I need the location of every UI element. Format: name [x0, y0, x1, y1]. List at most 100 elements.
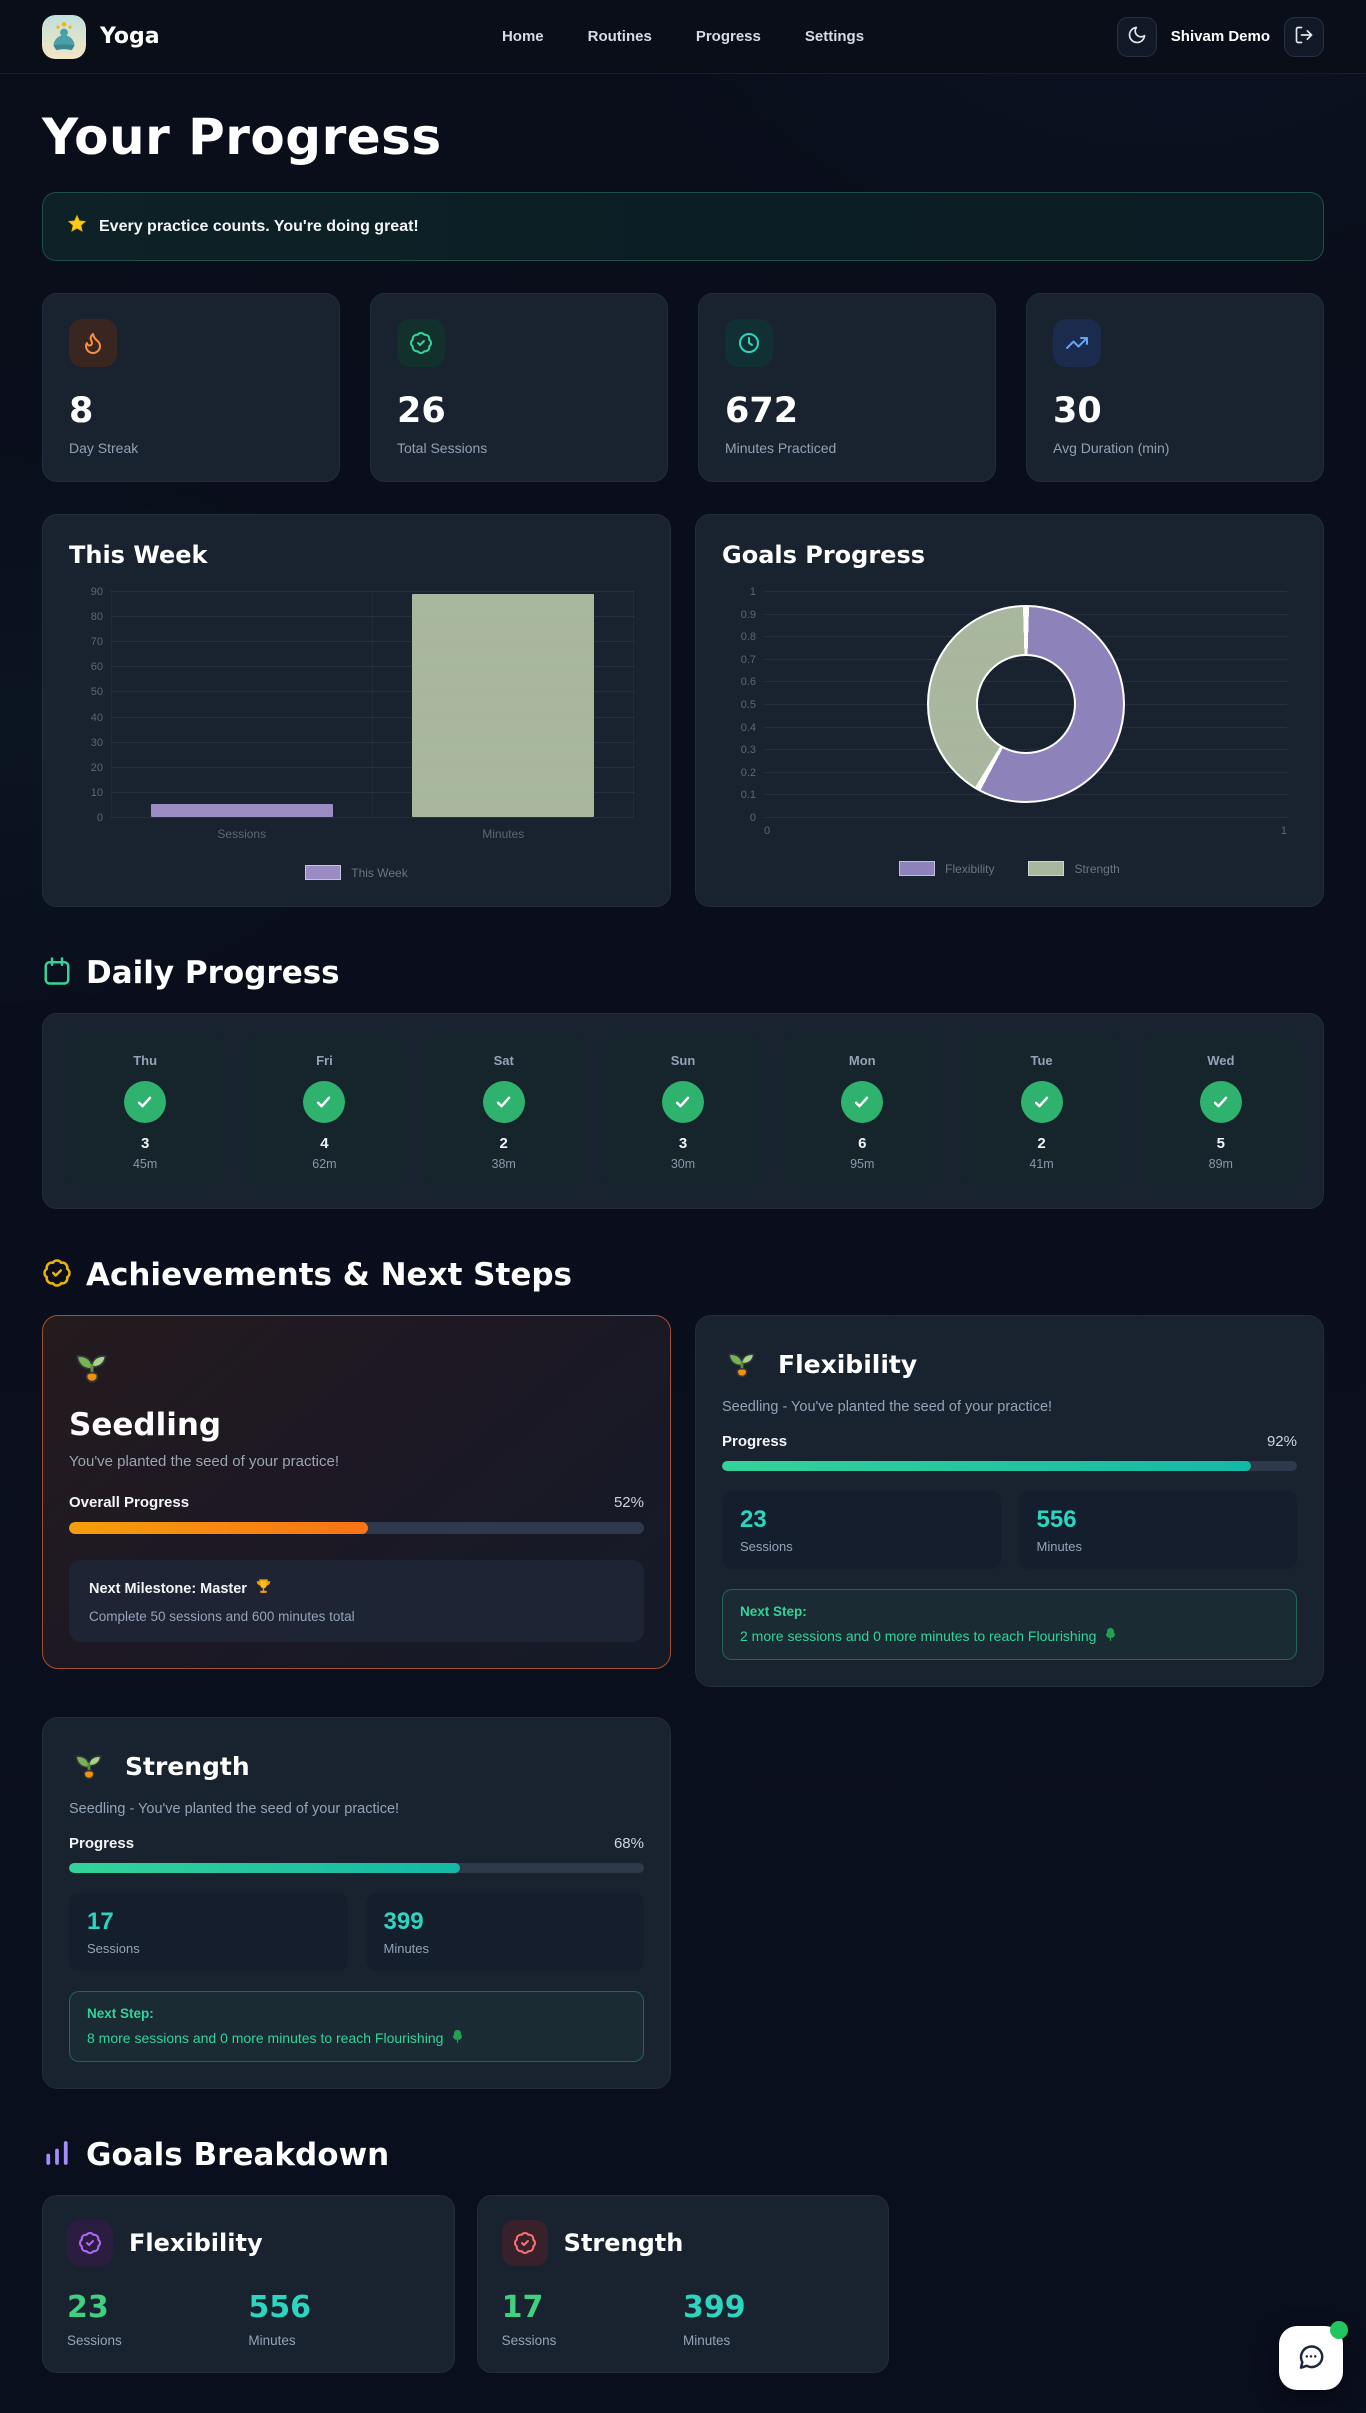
- award-badge-icon: [42, 1258, 72, 1293]
- star-icon: [67, 214, 87, 239]
- goal-subtitle: Seedling - You've planted the seed of yo…: [69, 1801, 400, 1817]
- theme-toggle-button[interactable]: [1116, 16, 1157, 57]
- y-axis-tick: 0.3: [740, 744, 756, 757]
- achievement-title: Seedling: [69, 1407, 222, 1443]
- seedling-icon: [69, 1744, 109, 1789]
- milestone-box: Next Milestone: Master Complete 50 sessi…: [69, 1560, 644, 1642]
- progress-label: Overall Progress: [69, 1494, 190, 1511]
- brand[interactable]: Yoga: [42, 14, 160, 59]
- page-title: Your Progress: [42, 108, 442, 166]
- check-circle-icon: [303, 1081, 346, 1123]
- badge-check-icon: [397, 319, 445, 367]
- legend-swatch: [305, 865, 342, 880]
- day-minutes: 38m: [491, 1157, 516, 1171]
- milestone-desc: Complete 50 sessions and 600 minutes tot…: [89, 1609, 355, 1624]
- minutes-stat: 399 Minutes: [365, 1893, 644, 1971]
- day-card: Wed 5 89m: [1140, 1036, 1301, 1186]
- stat-value: 672: [725, 391, 799, 431]
- day-sessions: 2: [499, 1135, 508, 1152]
- y-axis-tick: 20: [90, 761, 103, 774]
- y-axis-tick: 0.8: [740, 631, 756, 644]
- logout-button[interactable]: [1284, 16, 1324, 57]
- next-step-label: Next Step:: [740, 1604, 807, 1619]
- minutes-value: 556: [1036, 1506, 1077, 1533]
- day-sessions: 5: [1216, 1135, 1225, 1152]
- progress-label: Progress: [722, 1433, 788, 1450]
- day-minutes: 62m: [312, 1157, 337, 1171]
- yoga-logo-icon: [42, 14, 86, 59]
- achievements-grid: Seedling You've planted the seed of your…: [42, 1315, 1324, 2089]
- nav-link[interactable]: Progress: [695, 28, 761, 45]
- chart-legend: This Week: [69, 865, 644, 880]
- legend-swatch: [899, 861, 936, 876]
- day-minutes: 41m: [1029, 1157, 1054, 1171]
- day-minutes: 95m: [850, 1157, 875, 1171]
- progress-percent: 68%: [613, 1835, 644, 1852]
- x-axis-tick: 0: [764, 825, 771, 837]
- day-sessions: 6: [858, 1135, 867, 1152]
- day-sessions: 4: [320, 1135, 329, 1152]
- stat-card-total-sessions: 26 Total Sessions: [370, 293, 668, 482]
- nav-right: Shivam Demo: [1116, 16, 1324, 57]
- x-axis-labels: 0 1: [764, 825, 1287, 837]
- minutes-stat: 556 Minutes: [248, 2290, 429, 2348]
- day-card: Thu 3 45m: [65, 1036, 226, 1186]
- breakdown-header: Strength: [501, 2220, 865, 2266]
- next-step-box: Next Step: 2 more sessions and 0 more mi…: [722, 1589, 1297, 1660]
- sessions-stat: 23 Sessions: [722, 1491, 1001, 1569]
- stat-value: 26: [397, 391, 446, 431]
- top-nav: Yoga Home Routines Progress Settings Shivam…: [0, 0, 1366, 74]
- chat-button[interactable]: [1279, 2321, 1348, 2390]
- next-step-text: 8 more sessions and 0 more minutes to re…: [87, 2029, 626, 2047]
- goal-title: Flexibility: [778, 1350, 918, 1379]
- stat-card-avg-duration: 30 Avg Duration (min): [1026, 293, 1324, 482]
- day-card: Mon 6 95m: [782, 1036, 943, 1186]
- progress-track: [722, 1461, 1297, 1471]
- bar-chart: 90 80 70 60 50 40 30 20 10 0: [91, 586, 634, 824]
- goal-title: Strength: [125, 1752, 250, 1781]
- y-axis-tick: 50: [90, 686, 103, 699]
- stat-label: Minutes Practiced: [725, 440, 837, 456]
- goal-stats: 17 Sessions 399 Minutes: [69, 1893, 644, 1971]
- section-title: Daily Progress: [86, 955, 340, 991]
- y-axis-tick: 80: [90, 611, 103, 624]
- sessions-stat: 23 Sessions: [67, 2290, 248, 2348]
- progress-fill: [722, 1461, 1251, 1471]
- y-axis-tick: 0: [749, 812, 756, 824]
- breakdown-stats: 23 Sessions 556 Minutes: [67, 2290, 430, 2348]
- progress-fill: [69, 1863, 460, 1873]
- check-circle-icon: [1020, 1081, 1063, 1123]
- nav-link[interactable]: Routines: [587, 28, 652, 45]
- nav-link[interactable]: Home: [501, 28, 544, 45]
- user-name: Shivam Demo: [1170, 28, 1270, 45]
- y-axis-tick: 90: [90, 586, 103, 598]
- minutes-value: 556: [248, 2290, 311, 2325]
- daily-progress-row: Thu 3 45m Fri 4 62m Sat: [42, 1013, 1324, 1209]
- stats-row: 8 Day Streak 26 Total Sessions 672 Minut…: [42, 293, 1324, 482]
- progress-label: Progress: [69, 1835, 135, 1852]
- badge-check-icon: [67, 2220, 113, 2266]
- bar-chart-icon: [42, 2138, 72, 2173]
- seedling-icon: [722, 1342, 762, 1387]
- section-title: Goals Breakdown: [86, 2137, 390, 2173]
- day-name: Wed: [1207, 1053, 1235, 1068]
- day-sessions: 3: [678, 1135, 688, 1152]
- doughnut-hole: [975, 654, 1076, 754]
- breakdown-card-strength: Strength 17 Sessions 399 Minutes: [476, 2195, 890, 2373]
- stat-card-day-streak: 8 Day Streak: [42, 293, 340, 482]
- chat-bubble-icon: [1296, 2342, 1326, 2375]
- achievements-header: Achievements & Next Steps: [42, 1257, 1324, 1293]
- next-step-box: Next Step: 8 more sessions and 0 more mi…: [69, 1991, 644, 2062]
- y-axis-tick: 1: [749, 586, 756, 598]
- clock-icon: [725, 319, 773, 367]
- stat-card-minutes-practiced: 672 Minutes Practiced: [698, 293, 996, 482]
- moon-icon: [1127, 25, 1147, 48]
- y-axis-tick: 0.5: [740, 699, 756, 711]
- day-name: Thu: [133, 1053, 158, 1068]
- nav-link[interactable]: Settings: [804, 28, 865, 45]
- breakdown-header: Flexibility: [67, 2220, 430, 2266]
- stat-label: Avg Duration (min): [1053, 440, 1170, 456]
- minutes-value: 399: [682, 2290, 746, 2325]
- day-name: Sun: [670, 1053, 696, 1068]
- sessions-value: 17: [501, 2290, 544, 2325]
